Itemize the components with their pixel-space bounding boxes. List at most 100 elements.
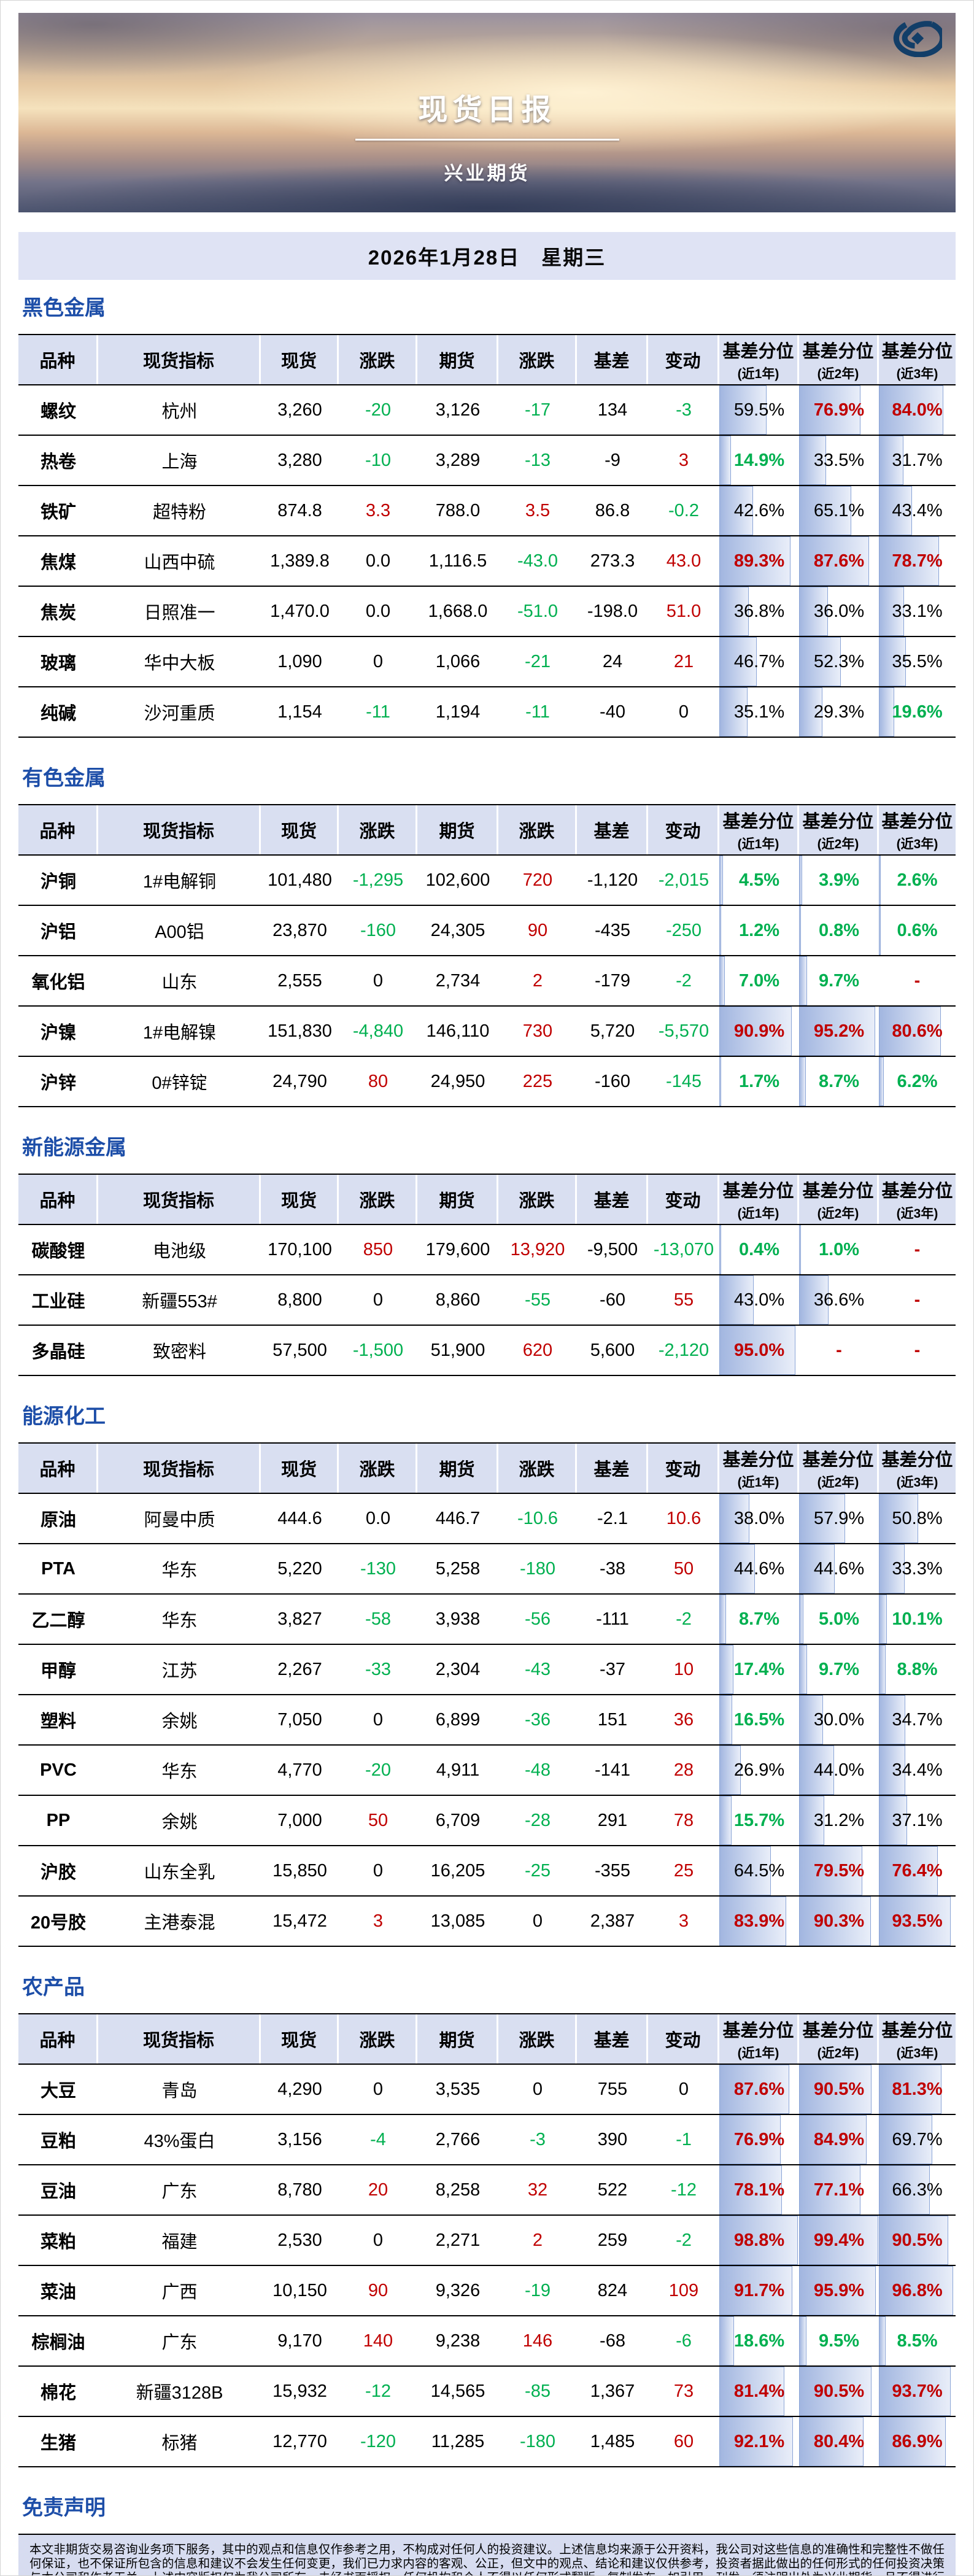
value-cell: -145 [665,1071,702,1091]
percentile-cell: 31.2% [799,1796,879,1845]
column-header: 基差分位 (近1年) [719,1444,799,1493]
table-row: 工业硅 新疆553# 8,800 0 8,860 -55 -60 55 43.0% 36.6% - [18,1275,956,1326]
column-header-period: (近1年) [737,837,779,851]
variety-cell: 甲醇 [40,1661,76,1681]
variety-cell: 焦炭 [40,603,76,623]
column-header: 基差分位 (近1年) [719,2014,799,2064]
table-header-row: 品种 现货指标 现货 涨跌 期货 涨跌 基差 变动 基差分位 (近1年) 基差分位 (近2年) 基差分位… [18,1444,956,1494]
value-cell: 0 [532,2079,543,2099]
value-cell: 8,780 [277,2180,322,2200]
title-underline [355,139,619,141]
percentile-value: 44.6% [733,1558,785,1579]
value-cell: 3 [678,1911,689,1931]
percentile-cell: 90.5% [799,2065,879,2114]
value-cell: 730 [522,1021,553,1041]
column-header: 涨跌 [339,1444,417,1493]
table-row: 生猪 标猪 12,770 -120 11,285 -180 1,485 60 92.1% 80.4… [18,2417,956,2467]
indicator-cell: 华东 [161,1561,198,1580]
column-header-period: (近3年) [896,837,938,851]
percentile-cell: 91.7% [719,2266,799,2315]
percentile-value: 98.8% [733,2230,785,2250]
column-header: 涨跌 [339,335,417,384]
value-cell: 10.6 [666,1508,702,1528]
value-cell: 390 [597,2129,628,2149]
percentile-data-bar [799,2367,872,2416]
variety-cell: 乙二醇 [31,1611,85,1631]
variety-cell: 豆油 [40,2182,76,2202]
column-header: 基差分位 (近2年) [799,335,879,384]
value-cell: 0 [373,2230,384,2250]
percentile-data-bar [879,2165,930,2214]
percentile-cell: 14.9% [719,436,799,485]
percentile-value: 95.0% [733,1340,785,1360]
value-cell: -1 [676,2129,692,2149]
column-header-main: 基差分位 [881,342,953,362]
value-cell: -38 [600,1558,625,1579]
table-row: 热卷 上海 3,280 -10 3,289 -13 -9 3 14.9% 33.5% 31.7% [18,436,956,486]
value-cell: 102,600 [425,870,490,890]
percentile-value: 9.7% [818,1659,860,1679]
column-header-period: (近3年) [896,367,938,381]
value-cell: -179 [594,970,631,991]
percentile-cell: 33.5% [799,436,879,485]
value-cell: 50 [368,1810,388,1830]
column-header-main: 基差分位 [802,342,874,362]
percentile-value: 64.5% [733,1860,785,1881]
column-header: 品种 [18,1175,98,1224]
value-cell: 3 [678,450,689,470]
value-cell: 874.8 [277,500,322,520]
price-table: 品种 现货指标 现货 涨跌 期货 涨跌 基差 变动 基差分位 (近1年) 基差分位 (近2年) 基差分位… [18,804,956,1107]
table-row: 大豆 青岛 4,290 0 3,535 0 755 0 87.6% 90.5% 81.3% [18,2065,956,2115]
percentile-value: 17.4% [733,1659,785,1679]
percentile-cell: 90.5% [879,2216,956,2265]
value-cell: 43.0 [666,551,702,571]
percentile-cell: - [879,1225,956,1274]
percentile-cell: 43.4% [879,486,956,535]
variety-cell: 豆粕 [40,2132,76,2151]
value-cell: 2,271 [435,2230,481,2250]
value-cell: 179,600 [425,1239,490,1259]
commodity-section: 农产品 品种 现货指标 现货 涨跌 期货 涨跌 基差 变动 基差分位 (近1年) 基差分位 (近2年) 基… [18,1975,956,2467]
percentile-value: 36.8% [733,601,785,621]
column-header: 期货 [417,805,498,854]
percentile-value: 30.0% [813,1709,865,1730]
percentile-data-bar [799,486,851,535]
disclaimer-title: 免责声明 [22,2496,106,2520]
report-title: 现货日报 [418,94,556,126]
variety-cell: 棉花 [40,2383,76,2403]
indicator-cell: 日照准一 [144,603,215,623]
percentile-cell: 83.9% [719,1897,799,1946]
value-cell: 824 [597,2280,628,2300]
percentile-value: 69.7% [892,2129,943,2149]
percentile-cell: 1.7% [719,1057,799,1106]
percentile-data-bar [799,2266,876,2315]
percentile-value: 80.4% [813,2431,865,2451]
percentile-cell: 81.4% [719,2367,799,2416]
percentile-value: 90.5% [813,2079,865,2099]
indicator-cell: 主港泰混 [144,1913,215,1933]
percentile-data-bar [719,2367,784,2416]
percentile-data-bar [879,1695,906,1744]
percentile-cell: 10.1% [879,1595,956,1644]
value-cell: -4 [370,2129,386,2149]
column-header: 现货 [261,2014,339,2064]
percentile-data-bar [879,2065,941,2114]
column-header-period: (近2年) [817,1207,859,1221]
variety-cell: 纯碱 [40,704,76,724]
table-row: 沪锌 0#锌锭 24,790 80 24,950 225 -160 -145 1.7% 8.7% 6… [18,1057,956,1107]
value-cell: 15,932 [272,2381,327,2401]
value-cell: 1,389.8 [270,551,330,571]
value-cell: -4,840 [352,1021,404,1041]
value-cell: 170,100 [268,1239,332,1259]
value-cell: 1,194 [435,702,481,722]
value-cell: 2,734 [435,970,481,991]
value-cell: 0 [373,970,384,991]
percentile-data-bar [799,1645,807,1694]
indicator-cell: 广东 [161,2182,198,2202]
percentile-value: 76.9% [813,400,865,420]
value-cell: 5,258 [435,1558,481,1579]
percentile-data-bar [879,436,903,485]
indicator-cell: 阿曼中质 [144,1510,215,1530]
percentile-value: 93.7% [892,2381,943,2401]
indicator-cell: 华中大板 [144,654,215,673]
